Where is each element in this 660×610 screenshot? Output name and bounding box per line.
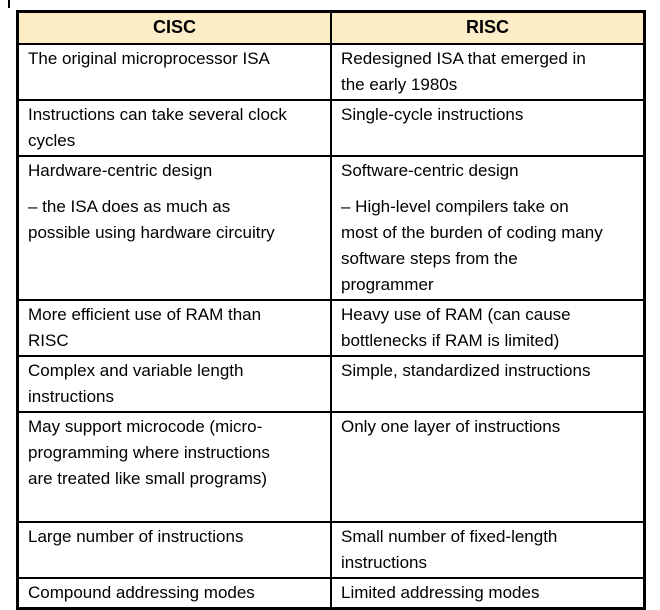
cell-paragraph: Compound addressing modes [28,582,255,602]
corner-artifact-mark [8,0,10,8]
cell-paragraph: Simple, standardized instructions [341,360,591,380]
risc-cell: Heavy use of RAM (can cause bottlenecks … [330,298,646,357]
risc-cell: Only one layer of instructions [330,410,646,523]
cell-paragraph: Hardware-centric design [28,160,213,180]
table-row: Compound addressing modes Limited addres… [16,576,646,609]
cell-paragraph: Large number of instructions [28,526,244,546]
table-body: The original microprocessor ISA Redesign… [16,42,646,609]
table-row: The original microprocessor ISA Redesign… [16,42,646,101]
cisc-header-cell: CISC [16,10,332,45]
cisc-cell: Hardware-centric design – the ISA does a… [16,154,332,301]
cisc-cell: Compound addressing modes [16,576,332,609]
cell-paragraph: Instructions can take several clock cycl… [28,104,287,150]
table-row: Complex and variable length instructions… [16,354,646,413]
cisc-cell: More efficient use of RAM than RISC [16,298,332,357]
risc-cell: Small number of fixed-length instruction… [330,520,646,579]
risc-cell: Redesigned ISA that emerged in the early… [330,42,646,101]
cell-paragraph: Single-cycle instructions [341,104,524,124]
cisc-cell: Instructions can take several clock cycl… [16,98,332,157]
cell-paragraph: – the ISA does as much as possible using… [28,196,275,242]
table-row: Large number of instructions Small numbe… [16,520,646,579]
cisc-cell: Large number of instructions [16,520,332,579]
cell-paragraph: Small number of fixed-length instruction… [341,526,558,572]
table-row: May support microcode (micro-programming… [16,410,646,523]
table-header: CISC RISC [16,10,646,45]
cell-paragraph: May support microcode (micro-programming… [28,416,270,488]
risc-cell: Limited addressing modes [330,576,646,609]
cell-paragraph: Only one layer of instructions [341,416,561,436]
cell-paragraph: More efficient use of RAM than RISC [28,304,262,350]
cell-paragraph: Heavy use of RAM (can cause bottlenecks … [341,304,571,350]
table-row: Hardware-centric design – the ISA does a… [16,154,646,301]
cell-paragraph: Limited addressing modes [341,582,540,602]
table-row: Instructions can take several clock cycl… [16,98,646,157]
cell-paragraph: Redesigned ISA that emerged in the early… [341,48,586,94]
cell-paragraph: Software-centric design [341,160,519,180]
risc-cell: Simple, standardized instructions [330,354,646,413]
risc-cell: Software-centric design – High-level com… [330,154,646,301]
cisc-cell: The original microprocessor ISA [16,42,332,101]
cisc-cell: May support microcode (micro-programming… [16,410,332,523]
cisc-risc-comparison-table: CISC RISC The original microprocessor IS… [16,10,646,610]
cell-paragraph: – High-level compilers take on most of t… [341,196,603,294]
risc-header-cell: RISC [330,10,646,45]
risc-cell: Single-cycle instructions [330,98,646,157]
cisc-cell: Complex and variable length instructions [16,354,332,413]
header-row: CISC RISC [16,10,646,45]
table-row: More efficient use of RAM than RISC Heav… [16,298,646,357]
cell-paragraph: Complex and variable length instructions [28,360,244,406]
cell-paragraph: The original microprocessor ISA [28,48,270,68]
